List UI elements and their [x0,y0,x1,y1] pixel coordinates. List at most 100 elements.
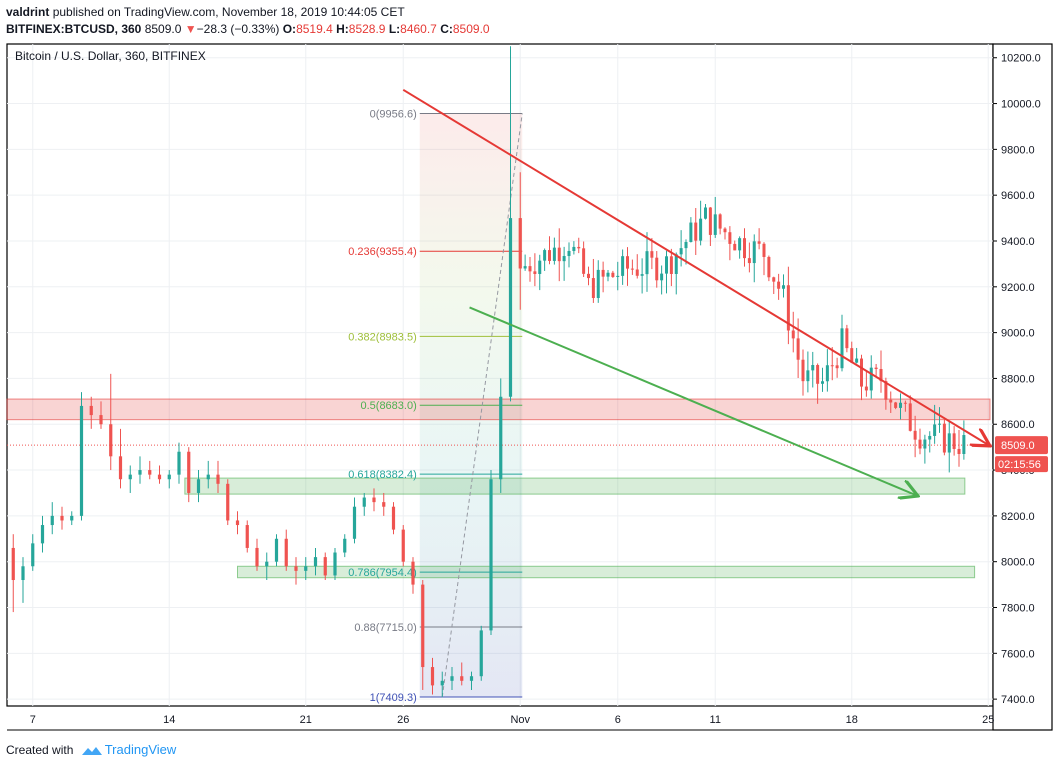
candle-body [894,402,898,408]
candle-body [850,348,854,363]
candle-body [216,474,220,484]
candle-body [138,470,142,475]
close-label: C: [440,22,453,36]
candle-body [884,381,888,400]
candle-body [294,566,298,571]
candle-body [50,515,54,526]
candle-body [913,430,917,440]
candle-body [469,676,474,681]
high-value: 8528.9 [348,22,386,36]
candle-body [548,250,551,261]
candle-body [952,433,956,449]
candle-body [757,241,761,244]
candle-body [743,238,746,259]
candle-body [460,676,464,681]
candle-body [772,277,776,282]
candle-body [821,381,824,384]
candle-body [411,561,415,585]
candle-body [942,423,946,453]
zone-support-1 [184,477,966,495]
x-tick-label: 18 [846,714,858,726]
candle-body [255,547,259,567]
y-tick-label: 9600.0 [1001,190,1035,202]
x-tick-label: Nov [510,714,530,726]
candle-body [109,424,113,457]
candle-body [616,275,620,277]
candle-body [552,247,556,261]
candle-body [31,543,35,567]
candle-body [582,248,586,274]
candle-body [333,552,337,576]
candle-body [718,214,722,229]
candle-body [938,423,941,425]
candle-body [391,506,396,530]
candle-body [830,365,834,367]
candle-body [489,479,493,631]
y-tick-label: 7400.0 [1001,694,1035,706]
countdown-badge-label: 02:15:56 [998,459,1041,471]
close-value: 8509.0 [452,22,490,36]
candle-body [811,365,815,371]
candle-body [645,251,649,275]
fib-level-label: 0.786(7954.4) [348,567,417,579]
candle-body [226,483,230,521]
candle-body [538,260,542,274]
candle-body [572,246,576,251]
tradingview-brand[interactable]: TradingView [104,742,177,757]
candle-body [635,269,639,276]
zone-support-2 [237,565,976,579]
candle-body [99,415,103,425]
candle-body [577,246,581,249]
candle-body [479,630,483,677]
candle-body [650,251,654,258]
candle-body [728,232,732,244]
candle-body [699,218,703,241]
candle-body [543,250,547,261]
y-tick-label: 10200.0 [1001,53,1041,65]
fib-level-label: 0.88(7715.0) [354,622,416,634]
last-price-badge-label: 8509.0 [1001,440,1035,452]
y-tick-label: 10000.0 [1001,99,1041,111]
candle-body [148,470,152,475]
price-chart[interactable]: 7400.07600.07800.08000.08200.08400.08600… [0,42,1059,734]
trendline-descending-resistance [402,88,988,445]
candle-body [947,433,951,453]
y-tick-label: 8000.0 [1001,557,1035,569]
candle-body [304,566,308,571]
candle-body [528,266,532,272]
chart-title: Bitcoin / U.S. Dollar, 360, BITFINEX [15,49,206,63]
price-axis [992,43,1053,731]
publish-info: valdrint published on TradingView.com, N… [6,5,405,19]
candle-body [450,676,454,681]
candle-body [957,448,961,454]
candle-body [723,228,727,233]
candle-body [362,497,366,507]
x-tick-label: 6 [615,714,621,726]
x-tick-label: 25 [982,714,994,726]
candle-body [733,243,737,251]
candle-body [864,386,868,391]
candle-body [274,538,279,562]
created-with-text: Created with [6,743,74,757]
candle-body [713,214,717,235]
candle-body [196,479,201,493]
candle-body [874,367,878,369]
candle-body [660,273,664,281]
tradingview-logo-icon [81,746,102,755]
ohlc-bar: BITFINEX:BTCUSD, 360 8509.0 ▼−28.3 (−0.3… [6,22,490,36]
candle-body [157,474,162,480]
candle-body [786,285,790,331]
candle-body [840,328,844,369]
author-name[interactable]: valdrint [6,5,50,19]
price-change: −28.3 (−0.33%) [196,22,280,36]
fib-level-label: 0.236(9355.4) [348,246,417,258]
fib-level-label: 0(9956.6) [370,108,417,120]
fib-level-label: 1(7409.3) [370,692,417,704]
candle-body [382,502,386,507]
x-tick-label: 26 [397,714,409,726]
candle-body [611,272,615,277]
candle-body [21,566,25,581]
zone-resistance [6,398,991,421]
candle-body [752,241,756,264]
candle-body [596,269,600,298]
